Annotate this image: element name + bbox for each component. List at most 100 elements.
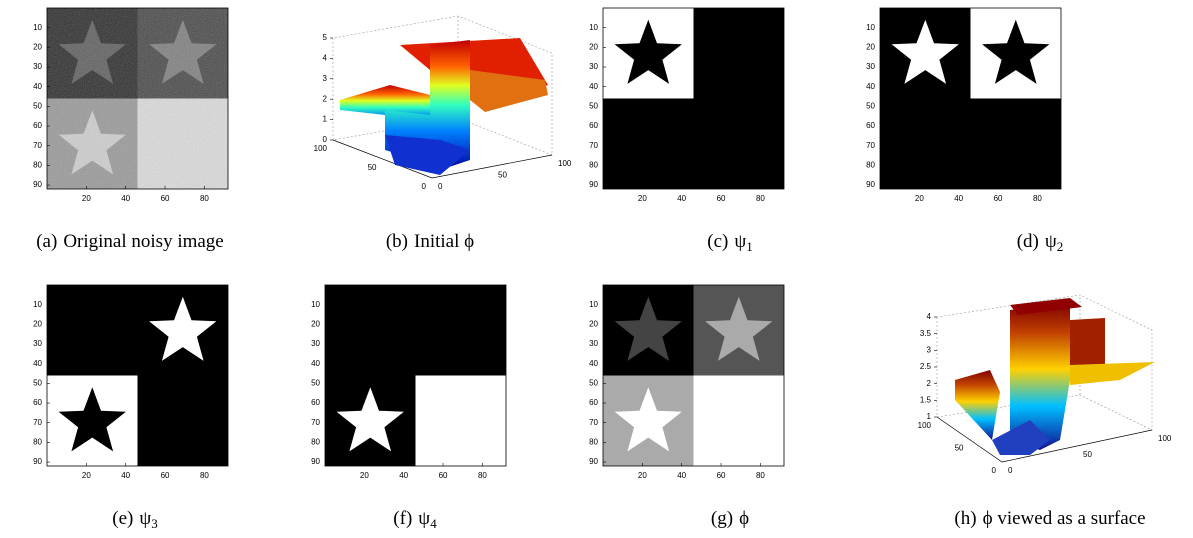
x-tick-label: 40: [121, 471, 130, 480]
surface: [1070, 318, 1105, 375]
axis-tick-label: 0: [1008, 466, 1013, 475]
axis-tick-label: 50: [955, 444, 964, 453]
y-tick-label: 80: [33, 161, 42, 170]
star: [149, 296, 217, 361]
y-tick-label: 60: [33, 398, 42, 407]
y-tick-label: 50: [589, 378, 598, 387]
frame: [602, 284, 785, 467]
y-tick-label: 70: [589, 418, 598, 427]
y-tick-label: 70: [866, 141, 875, 150]
quadrant: [880, 98, 971, 189]
frame: [46, 284, 229, 467]
box-floor: [332, 139, 553, 179]
y-tick-label: 60: [311, 398, 320, 407]
axis-tick-label: 100: [314, 144, 328, 153]
quadrant: [47, 285, 138, 376]
y-tick-label: 80: [589, 438, 598, 447]
surface: [470, 70, 548, 112]
caption-text: Original noisy image: [63, 231, 223, 252]
x-tick-label: 20: [638, 194, 647, 203]
y-tick-label: 20: [589, 319, 598, 328]
y-tick-label: 60: [589, 398, 598, 407]
x-tick-label: 80: [756, 471, 765, 480]
caption-sub: 4: [430, 516, 437, 531]
y-tick-label: 40: [33, 82, 42, 91]
y-tick-label: 50: [311, 378, 320, 387]
y-tick-label: 80: [311, 438, 320, 447]
caption: (g) ϕ: [711, 508, 749, 529]
caption-label: (b): [386, 231, 408, 252]
y-tick-label: 20: [311, 319, 320, 328]
axis-tick-label: 0: [438, 182, 443, 191]
y-tick-label: 30: [589, 339, 598, 348]
x-tick-label: 60: [161, 471, 170, 480]
y-tick-label: 10: [866, 23, 875, 32]
x-tick-label: 80: [1033, 194, 1042, 203]
caption-text: ψ: [418, 508, 430, 529]
axis-tick-label: 0: [422, 182, 427, 191]
z-tick-label: 1.5: [920, 395, 932, 404]
y-tick-label: 40: [866, 82, 875, 91]
caption: (b) Initial ϕ: [386, 231, 474, 252]
z-tick-label: 3.5: [920, 329, 932, 338]
caption-label: (d): [1017, 231, 1039, 252]
frame: [46, 7, 229, 190]
axis-tick-label: 0: [992, 466, 997, 475]
axis-tick-label: 100: [1158, 434, 1172, 443]
y-tick-label: 40: [589, 82, 598, 91]
x-tick-label: 60: [994, 194, 1003, 203]
caption-label: (c): [707, 231, 728, 252]
y-tick-label: 10: [589, 23, 598, 32]
y-tick-label: 50: [866, 101, 875, 110]
surface: [385, 135, 470, 175]
y-tick-label: 20: [33, 319, 42, 328]
star: [891, 19, 959, 84]
caption: (c) ψ1: [707, 231, 753, 254]
y-tick-label: 10: [33, 23, 42, 32]
x-tick-label: 80: [756, 194, 765, 203]
y-tick-label: 10: [311, 300, 320, 309]
x-tick-label: 40: [954, 194, 963, 203]
axis-tick-label: 50: [1083, 450, 1092, 459]
surface: [1010, 303, 1070, 450]
y-tick-label: 70: [33, 141, 42, 150]
x-tick-label: 40: [121, 194, 130, 203]
y-tick-label: 90: [311, 457, 320, 466]
image-panel: 10 20 30 40 50 60 70 80 90 20 40 60 80: [589, 284, 785, 480]
y-tick-label: 30: [33, 339, 42, 348]
z-tick-label: 1: [323, 115, 328, 124]
quadrant: [325, 285, 416, 376]
y-tick-label: 30: [311, 339, 320, 348]
y-tick-label: 40: [589, 359, 598, 368]
star: [58, 387, 126, 452]
caption: (f) ψ4: [393, 508, 437, 531]
caption-label: (h): [954, 508, 976, 529]
y-tick-label: 20: [866, 42, 875, 51]
z-tick-label: 4: [323, 54, 328, 63]
y-tick-label: 10: [33, 300, 42, 309]
frame: [324, 284, 507, 467]
caption-label: (g): [711, 508, 733, 529]
axis-tick-label: 50: [368, 163, 377, 172]
y-tick-label: 40: [33, 359, 42, 368]
x-tick-label: 60: [439, 471, 448, 480]
surface-panel: 1 1.5 2 2.5 3 3.5 4 100 50 0 0 50 100: [918, 294, 1172, 475]
y-tick-label: 80: [33, 438, 42, 447]
star: [614, 387, 682, 452]
box-floor: [936, 416, 1153, 463]
quadrant: [415, 285, 506, 376]
y-tick-label: 60: [33, 121, 42, 130]
caption: (d) ψ2: [1017, 231, 1064, 254]
caption: (e) ψ3: [112, 508, 158, 531]
y-tick-label: 20: [33, 42, 42, 51]
x-tick-label: 80: [200, 194, 209, 203]
y-tick-label: 80: [589, 161, 598, 170]
z-tick-label: 3: [323, 74, 328, 83]
y-tick-label: 50: [33, 378, 42, 387]
quadrant: [693, 8, 784, 99]
caption: (a) Original noisy image: [36, 231, 224, 252]
y-tick-label: 10: [589, 300, 598, 309]
star: [336, 387, 404, 452]
y-tick-label: 90: [33, 457, 42, 466]
